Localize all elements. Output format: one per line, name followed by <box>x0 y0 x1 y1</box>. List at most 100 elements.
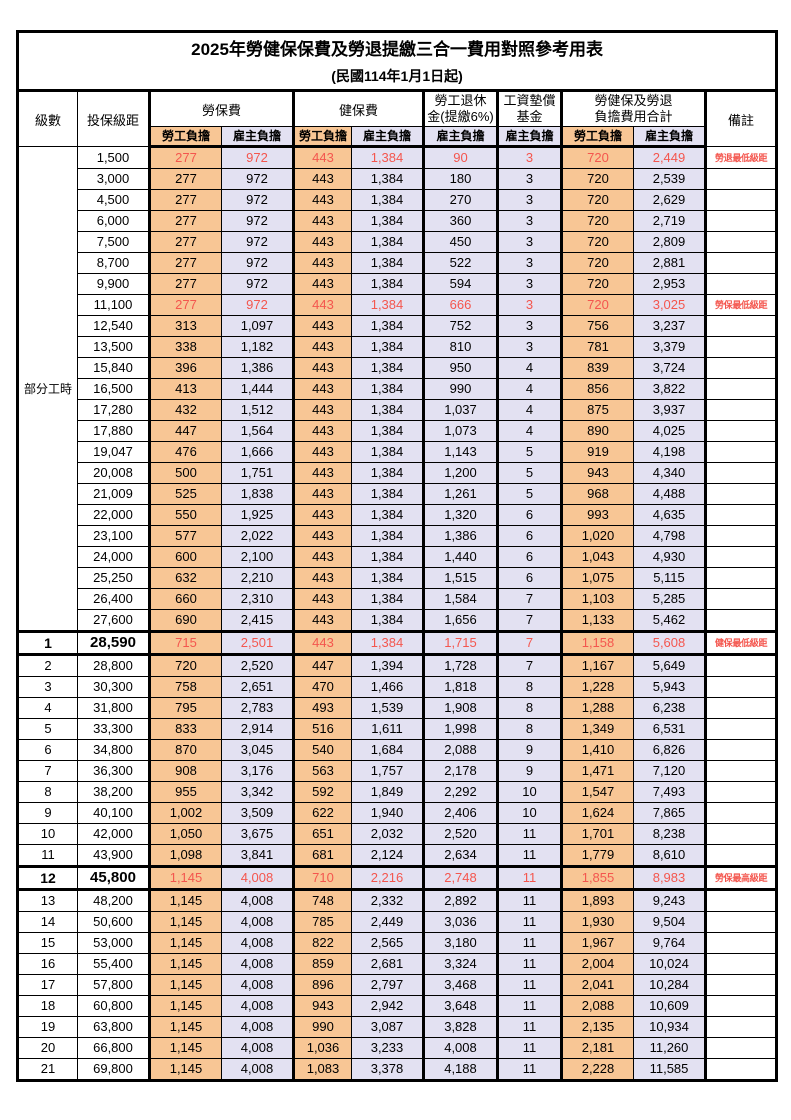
labor-insurance-employee-cell: 277 <box>148 231 222 253</box>
health-insurance-employer-cell: 1,384 <box>351 315 424 337</box>
labor-insurance-employer-cell: 2,100 <box>221 546 294 568</box>
labor-insurance-employee-cell: 600 <box>148 546 222 568</box>
health-insurance-employee-cell: 943 <box>292 995 352 1017</box>
labor-insurance-employee-cell: 1,145 <box>148 953 222 975</box>
labor-insurance-employee-cell: 413 <box>148 378 222 400</box>
total-employee-cell: 890 <box>560 420 634 442</box>
table-row: 20 66,800 1,145 4,008 1,036 3,233 4,008 11 2,181… <box>17 1037 778 1059</box>
health-insurance-employee-cell: 516 <box>292 718 352 740</box>
wage-fund-employer-cell: 11 <box>496 911 562 933</box>
table-row: 23,100 577 2,022 443 1,384 1,386 6 1,020 4,798 <box>18 525 778 547</box>
total-employee-cell: 2,041 <box>560 974 634 996</box>
health-insurance-employee-cell: 443 <box>292 378 352 400</box>
remark-cell <box>703 336 778 358</box>
table-row: 16 55,400 1,145 4,008 859 2,681 3,324 11 2,004 10… <box>17 953 778 975</box>
labor-insurance-employee-cell: 277 <box>148 273 222 295</box>
level-cell: 1 <box>17 630 78 656</box>
labor-insurance-employer-cell: 1,838 <box>221 483 294 505</box>
total-employee-cell: 720 <box>560 252 634 274</box>
level-cell: 20 <box>17 1037 78 1059</box>
remark-cell <box>703 609 778 632</box>
health-insurance-employer-cell: 1,384 <box>351 357 424 379</box>
labor-insurance-employer-cell: 2,022 <box>221 525 294 547</box>
total-employer-cell: 3,724 <box>633 357 706 379</box>
remark-cell <box>703 781 778 803</box>
pension-employer-cell: 1,261 <box>422 483 498 505</box>
labor-insurance-employer-cell: 4,008 <box>221 932 294 954</box>
bracket-cell: 43,900 <box>77 844 150 867</box>
wage-fund-employer-cell: 3 <box>496 189 562 211</box>
wage-fund-employer-cell: 3 <box>496 168 562 190</box>
health-insurance-employee-cell: 443 <box>292 168 352 190</box>
wage-fund-employer-cell: 10 <box>496 802 562 824</box>
health-insurance-employer-cell: 1,384 <box>351 546 424 568</box>
total-employee-cell: 1,701 <box>560 823 634 845</box>
remark-cell <box>703 168 778 190</box>
table-row: 13,500 338 1,182 443 1,384 810 3 781 3,379 <box>18 336 778 358</box>
labor-insurance-employee-cell: 955 <box>148 781 222 803</box>
total-employer-cell: 8,610 <box>633 844 706 867</box>
pension-employer-cell: 1,073 <box>422 420 498 442</box>
remark-cell <box>703 995 778 1017</box>
wage-fund-employer-cell: 10 <box>496 781 562 803</box>
wage-fund-employer-cell: 8 <box>496 676 562 698</box>
total-employer-cell: 6,531 <box>633 718 706 740</box>
bracket-cell: 4,500 <box>77 189 150 211</box>
labor-insurance-employer-cell: 1,386 <box>221 357 294 379</box>
health-insurance-employee-cell: 540 <box>292 739 352 761</box>
table-row: 21 69,800 1,145 4,008 1,083 3,378 4,188 11 2,228… <box>17 1058 778 1081</box>
total-employer-cell: 3,937 <box>633 399 706 421</box>
labor-insurance-employee-cell: 277 <box>148 146 222 169</box>
labor-insurance-employee-cell: 690 <box>148 609 222 632</box>
labor-insurance-employee-cell: 1,145 <box>148 974 222 996</box>
total-employee-cell: 839 <box>560 357 634 379</box>
header-level: 級數 <box>17 90 78 147</box>
wage-fund-employer-cell: 7 <box>496 609 562 632</box>
bracket-cell: 12,540 <box>77 315 150 337</box>
header-pension-line1: 勞工退休 <box>434 93 487 108</box>
labor-insurance-employee-cell: 1,050 <box>148 823 222 845</box>
remark-cell <box>703 697 778 719</box>
labor-insurance-employer-cell: 2,210 <box>221 567 294 589</box>
labor-insurance-employer-cell: 3,045 <box>221 739 294 761</box>
remark-cell <box>703 567 778 589</box>
health-insurance-employee-cell: 710 <box>292 865 352 891</box>
bracket-cell: 21,009 <box>77 483 150 505</box>
total-employee-cell: 1,893 <box>560 889 634 912</box>
health-insurance-employer-cell: 1,384 <box>351 146 424 169</box>
table-row: 7 36,300 908 3,176 563 1,757 2,178 9 1,471 7,120 <box>17 760 778 782</box>
wage-fund-employer-cell: 3 <box>496 210 562 232</box>
wage-fund-employer-cell: 11 <box>496 974 562 996</box>
health-insurance-employer-cell: 1,384 <box>351 168 424 190</box>
wage-fund-employer-cell: 11 <box>496 823 562 845</box>
labor-insurance-employee-cell: 908 <box>148 760 222 782</box>
total-employer-cell: 4,798 <box>633 525 706 547</box>
health-insurance-employee-cell: 785 <box>292 911 352 933</box>
labor-insurance-employer-cell: 1,444 <box>221 378 294 400</box>
total-employee-cell: 1,547 <box>560 781 634 803</box>
total-employee-cell: 943 <box>560 462 634 484</box>
health-insurance-employee-cell: 443 <box>292 441 352 463</box>
labor-insurance-employer-cell: 1,666 <box>221 441 294 463</box>
header-health-insurance: 健保費 <box>292 90 424 127</box>
wage-fund-employer-cell: 9 <box>496 739 562 761</box>
header-remark: 備註 <box>703 90 778 147</box>
pension-employer-cell: 1,998 <box>422 718 498 740</box>
table-row: 12,540 313 1,097 443 1,384 752 3 756 3,237 <box>18 315 778 337</box>
table-row: 2 28,800 720 2,520 447 1,394 1,728 7 1,167 5,649 <box>17 654 778 677</box>
wage-fund-employer-cell: 7 <box>496 654 562 677</box>
remark-cell <box>703 823 778 845</box>
bracket-cell: 63,800 <box>77 1016 150 1038</box>
total-employer-cell: 2,539 <box>633 168 706 190</box>
total-employer-cell: 9,504 <box>633 911 706 933</box>
level-cell: 13 <box>17 889 78 912</box>
bracket-cell: 19,047 <box>77 441 150 463</box>
health-insurance-employer-cell: 1,384 <box>351 336 424 358</box>
table-row: 5 33,300 833 2,914 516 1,611 1,998 8 1,349 6,531 <box>17 718 778 740</box>
total-employer-cell: 3,237 <box>633 315 706 337</box>
total-employer-cell: 2,719 <box>633 210 706 232</box>
health-insurance-employee-cell: 1,083 <box>292 1058 352 1081</box>
header-total-line2: 負擔費用合計 <box>594 109 673 124</box>
wage-fund-employer-cell: 11 <box>496 1037 562 1059</box>
wage-fund-employer-cell: 3 <box>496 294 562 316</box>
